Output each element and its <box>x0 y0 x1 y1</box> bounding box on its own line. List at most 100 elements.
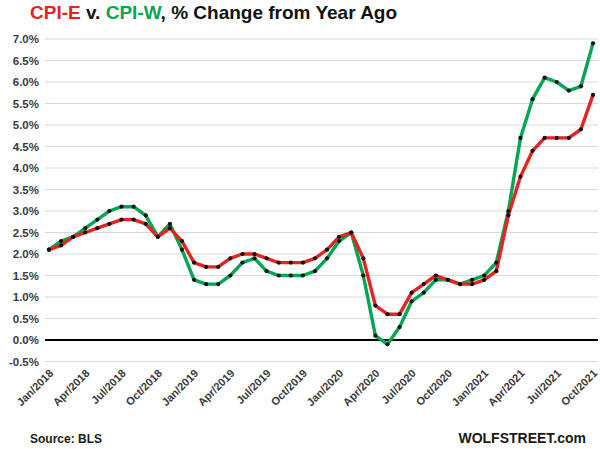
data-point-marker <box>434 273 438 277</box>
x-tick-label: Apr/2018 <box>50 367 91 408</box>
data-point-marker <box>325 248 329 252</box>
data-point-marker <box>83 230 87 234</box>
data-point-marker <box>59 239 63 243</box>
data-point-marker <box>361 256 365 260</box>
y-tick-label: 5.5% <box>13 98 39 110</box>
data-point-marker <box>434 278 438 282</box>
data-point-marker <box>107 209 111 213</box>
x-tick-label: Oct/2020 <box>413 367 454 408</box>
source-label: Source: BLS <box>30 432 102 446</box>
data-point-marker <box>47 248 51 252</box>
data-point-marker <box>144 213 148 217</box>
data-point-marker <box>204 265 208 269</box>
data-point-marker <box>180 248 184 252</box>
data-point-marker <box>518 136 522 140</box>
data-point-marker <box>567 136 571 140</box>
y-tick-label: 4.0% <box>13 162 39 174</box>
data-point-marker <box>373 304 377 308</box>
data-point-marker <box>337 235 341 239</box>
data-point-marker <box>543 76 547 80</box>
series-line-cpi-w <box>49 43 593 344</box>
data-point-marker <box>265 269 269 273</box>
y-tick-label: 0.5% <box>13 313 39 325</box>
series-line-cpi-e <box>49 95 593 314</box>
data-point-marker <box>337 239 341 243</box>
data-point-marker <box>192 278 196 282</box>
data-point-marker <box>555 80 559 84</box>
data-point-marker <box>579 84 583 88</box>
data-point-marker <box>228 256 232 260</box>
data-point-marker <box>192 261 196 265</box>
site-label: WOLFSTREET.com <box>458 430 586 446</box>
data-point-marker <box>313 256 317 260</box>
data-point-marker <box>385 312 389 316</box>
x-tick-label: Jan/2021 <box>449 367 490 408</box>
data-point-marker <box>204 282 208 286</box>
data-point-marker <box>506 213 510 217</box>
data-point-marker <box>216 282 220 286</box>
data-point-marker <box>591 41 595 45</box>
x-tick-label: Oct/2019 <box>268 367 309 408</box>
x-tick-label: Oct/2021 <box>558 367 599 408</box>
data-point-marker <box>579 127 583 131</box>
y-tick-label: -0.5% <box>9 356 39 368</box>
data-point-marker <box>361 273 365 277</box>
data-point-marker <box>289 273 293 277</box>
data-point-marker <box>555 136 559 140</box>
data-point-marker <box>385 342 389 346</box>
data-point-marker <box>240 261 244 265</box>
data-point-marker <box>95 226 99 230</box>
data-point-marker <box>132 205 136 209</box>
y-tick-label: 0.0% <box>13 334 39 346</box>
y-tick-label: 5.0% <box>13 119 39 131</box>
x-tick-label: Oct/2018 <box>123 367 164 408</box>
data-point-marker <box>71 235 75 239</box>
data-point-marker <box>470 282 474 286</box>
data-point-marker <box>567 89 571 93</box>
x-tick-label: Jul/2020 <box>379 367 418 406</box>
line-chart-svg: 7.0%6.5%6.0%5.5%5.0%4.5%4.0%3.5%3.0%2.5%… <box>0 0 600 430</box>
data-point-marker <box>422 291 426 295</box>
data-point-marker <box>277 261 281 265</box>
data-point-marker <box>410 299 414 303</box>
cpi-chart-page: CPI-E v. CPI-W, % Change from Year Ago 7… <box>0 0 600 449</box>
data-point-marker <box>240 252 244 256</box>
data-point-marker <box>252 252 256 256</box>
data-point-marker <box>107 222 111 226</box>
y-tick-label: 3.5% <box>13 184 39 196</box>
x-tick-label: Apr/2021 <box>486 367 527 408</box>
data-point-marker <box>156 235 160 239</box>
y-tick-label: 7.0% <box>13 33 39 45</box>
data-point-marker <box>325 256 329 260</box>
data-point-marker <box>446 278 450 282</box>
data-point-marker <box>180 239 184 243</box>
data-point-marker <box>422 282 426 286</box>
data-point-marker <box>494 261 498 265</box>
data-point-marker <box>397 325 401 329</box>
data-point-marker <box>373 334 377 338</box>
data-point-marker <box>277 273 281 277</box>
y-tick-label: 1.0% <box>13 291 39 303</box>
data-point-marker <box>530 149 534 153</box>
data-point-marker <box>59 243 63 247</box>
data-point-marker <box>470 278 474 282</box>
data-point-marker <box>506 209 510 213</box>
data-point-marker <box>228 273 232 277</box>
data-point-marker <box>95 218 99 222</box>
data-point-marker <box>119 218 123 222</box>
chart-footer: Source: BLS WOLFSTREET.com <box>0 428 600 446</box>
x-tick-label: Jan/2018 <box>14 367 55 408</box>
data-point-marker <box>518 175 522 179</box>
y-tick-label: 1.5% <box>13 270 39 282</box>
x-tick-label: Jan/2020 <box>304 367 345 408</box>
data-point-marker <box>168 222 172 226</box>
data-point-marker <box>410 291 414 295</box>
x-tick-label: Apr/2019 <box>195 367 236 408</box>
y-tick-label: 3.0% <box>13 205 39 217</box>
y-axis-labels: 7.0%6.5%6.0%5.5%5.0%4.5%4.0%3.5%3.0%2.5%… <box>9 33 39 368</box>
data-point-marker <box>494 269 498 273</box>
data-point-marker <box>530 97 534 101</box>
data-point-marker <box>482 278 486 282</box>
x-tick-label: Jul/2019 <box>234 367 273 406</box>
data-point-marker <box>119 205 123 209</box>
